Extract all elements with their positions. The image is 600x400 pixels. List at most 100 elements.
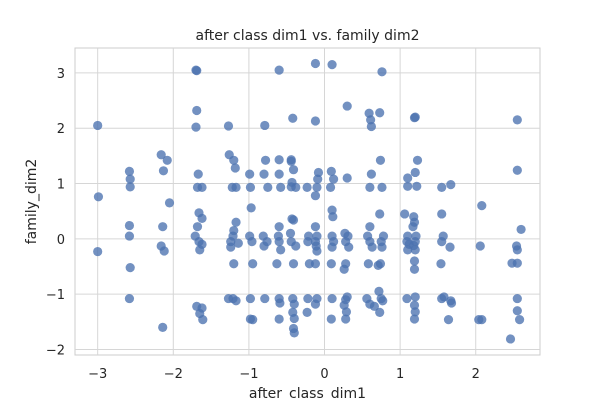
data-point: [310, 116, 321, 126]
data-point: [93, 192, 104, 202]
data-point: [310, 191, 321, 201]
data-point: [302, 307, 312, 318]
data-point: [192, 66, 202, 76]
data-point: [195, 245, 205, 255]
data-point: [437, 182, 447, 192]
data-point: [325, 182, 336, 192]
data-point: [248, 259, 258, 269]
data-point: [375, 307, 385, 318]
data-point: [125, 174, 135, 184]
data-point: [285, 228, 296, 238]
x-tick-label: 0: [320, 367, 328, 382]
data-point: [125, 182, 135, 192]
data-point: [437, 209, 447, 219]
data-point: [274, 169, 284, 179]
data-point: [367, 242, 377, 252]
data-point: [402, 293, 412, 304]
data-point: [327, 242, 337, 252]
data-point: [286, 182, 296, 192]
data-point: [274, 222, 284, 232]
data-point: [375, 155, 386, 165]
data-point: [410, 307, 420, 317]
data-point: [229, 259, 239, 269]
data-point: [162, 155, 172, 165]
data-point: [124, 220, 135, 231]
data-point: [436, 259, 446, 269]
data-point: [374, 286, 384, 296]
data-point: [93, 120, 103, 131]
data-point: [289, 328, 299, 338]
data-point: [230, 163, 240, 173]
y-tick-label: −1: [46, 288, 65, 303]
data-point: [303, 293, 313, 304]
data-point: [156, 150, 166, 160]
data-point: [288, 215, 299, 225]
data-point: [341, 307, 352, 317]
x-axis-label: after_class_dim1: [249, 386, 366, 400]
data-point: [274, 65, 284, 75]
data-point: [512, 293, 522, 304]
data-point: [291, 241, 301, 251]
x-tick-label: 2: [472, 367, 480, 382]
data-point: [246, 203, 256, 213]
data-point: [439, 292, 449, 302]
data-point: [276, 245, 286, 255]
data-point: [366, 115, 376, 125]
data-point: [245, 169, 255, 179]
data-point: [245, 182, 256, 192]
data-point: [259, 169, 269, 179]
data-point: [310, 58, 321, 69]
data-point: [286, 156, 296, 166]
data-point: [437, 237, 447, 247]
data-point: [223, 121, 234, 131]
data-point: [158, 222, 168, 232]
data-point: [446, 180, 456, 190]
data-point: [312, 182, 322, 192]
data-point: [313, 174, 323, 184]
data-point: [363, 259, 373, 269]
data-point: [410, 245, 420, 255]
data-point: [409, 264, 420, 274]
data-point: [400, 209, 410, 219]
chart-title: after class dim1 vs. family dim2: [195, 28, 419, 44]
data-point: [326, 314, 336, 324]
y-tick-label: 0: [57, 233, 65, 248]
data-point: [272, 259, 282, 269]
data-point: [409, 256, 420, 266]
data-point: [192, 105, 202, 116]
data-point: [446, 298, 457, 308]
data-point: [512, 306, 522, 316]
data-point: [274, 155, 284, 165]
data-point: [512, 245, 522, 255]
data-point: [327, 59, 337, 70]
data-point: [289, 313, 299, 324]
data-point: [409, 314, 420, 324]
data-point: [339, 264, 349, 274]
data-point: [327, 293, 337, 304]
x-tick-label: −1: [239, 367, 258, 382]
data-point: [248, 315, 258, 325]
data-point: [377, 242, 387, 252]
data-point: [124, 293, 135, 304]
data-point: [366, 121, 376, 132]
data-point: [231, 296, 241, 306]
data-point: [375, 108, 385, 118]
data-point: [193, 169, 203, 179]
data-point: [192, 222, 203, 232]
data-point: [445, 242, 455, 252]
data-point: [229, 155, 239, 165]
x-tick-label: 1: [396, 367, 404, 382]
data-point: [158, 166, 169, 176]
y-axis-label: family_dim2: [24, 159, 40, 245]
data-point: [164, 198, 175, 208]
data-point: [412, 155, 423, 165]
data-point: [310, 259, 321, 269]
data-point: [260, 155, 271, 165]
data-point: [274, 237, 284, 247]
data-point: [341, 314, 351, 324]
data-point: [328, 212, 338, 222]
data-point: [505, 334, 516, 344]
data-point: [125, 263, 135, 273]
data-point: [409, 113, 420, 123]
data-point: [378, 296, 388, 306]
